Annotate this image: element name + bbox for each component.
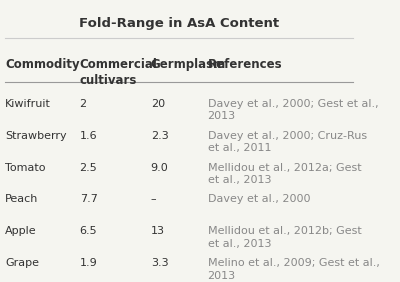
- Text: Mellidou et al., 2012b; Gest
et al., 2013: Mellidou et al., 2012b; Gest et al., 201…: [208, 226, 361, 249]
- Text: Commercial
cultivars: Commercial cultivars: [80, 58, 158, 87]
- Text: Mellidou et al., 2012a; Gest
et al., 2013: Mellidou et al., 2012a; Gest et al., 201…: [208, 162, 361, 185]
- Text: Melino et al., 2009; Gest et al.,
2013: Melino et al., 2009; Gest et al., 2013: [208, 258, 380, 281]
- Text: Fold-Range in AsA Content: Fold-Range in AsA Content: [79, 17, 279, 30]
- Text: Davey et al., 2000; Cruz-Rus
et al., 2011: Davey et al., 2000; Cruz-Rus et al., 201…: [208, 131, 367, 153]
- Text: Germplasm: Germplasm: [151, 58, 226, 71]
- Text: 2.5: 2.5: [80, 162, 97, 173]
- Text: 2: 2: [80, 99, 87, 109]
- Text: Kiwifruit: Kiwifruit: [5, 99, 51, 109]
- Text: Commodity: Commodity: [5, 58, 80, 71]
- Text: References: References: [208, 58, 282, 71]
- Text: 2.3: 2.3: [151, 131, 168, 140]
- Text: Grape: Grape: [5, 258, 39, 268]
- Text: Davey et al., 2000: Davey et al., 2000: [208, 195, 310, 204]
- Text: 3.3: 3.3: [151, 258, 168, 268]
- Text: Peach: Peach: [5, 195, 38, 204]
- Text: Davey et al., 2000; Gest et al.,
2013: Davey et al., 2000; Gest et al., 2013: [208, 99, 378, 121]
- Text: 20: 20: [151, 99, 165, 109]
- Text: 7.7: 7.7: [80, 195, 98, 204]
- Text: Strawberry: Strawberry: [5, 131, 66, 140]
- Text: –: –: [151, 195, 156, 204]
- Text: Apple: Apple: [5, 226, 36, 236]
- Text: 9.0: 9.0: [151, 162, 168, 173]
- Text: Tomato: Tomato: [5, 162, 46, 173]
- Text: 1.9: 1.9: [80, 258, 97, 268]
- Text: 1.6: 1.6: [80, 131, 97, 140]
- Text: 6.5: 6.5: [80, 226, 97, 236]
- Text: 13: 13: [151, 226, 165, 236]
